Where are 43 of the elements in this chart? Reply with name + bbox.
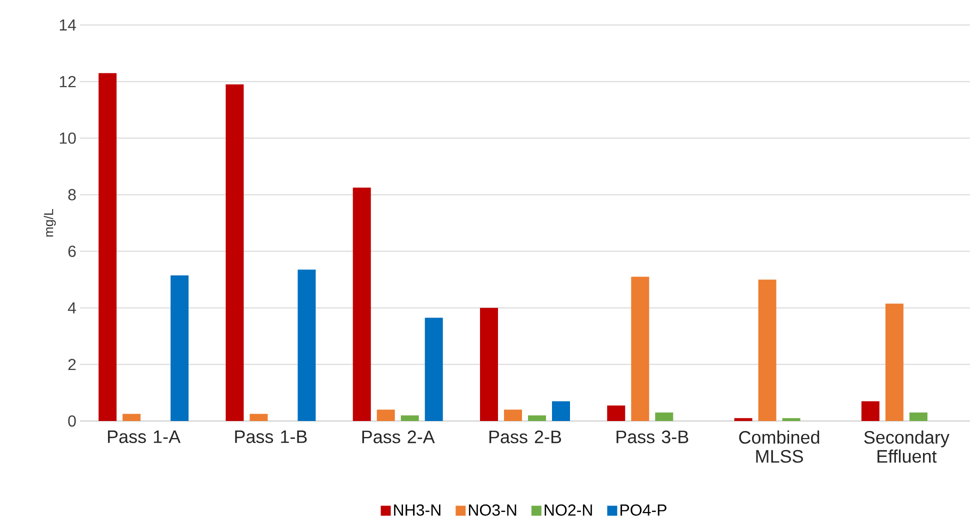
bar [122,414,141,421]
x-tick-label: Pass 2-B [489,430,562,444]
y-tick-label: 12 [60,76,76,88]
legend-label: NO3-N [468,504,516,516]
legend-label: NO2-N [544,504,592,516]
y-tick-label: 10 [60,132,76,144]
bar [885,304,904,421]
bar [528,415,546,421]
bar [400,415,419,421]
x-tick-label: Pass 2-A [362,430,435,444]
bar [552,401,570,421]
bar [480,308,498,421]
bar [861,401,880,421]
bar [352,188,371,421]
bar [782,418,800,421]
x-tick-label: Combined MLSS [739,430,820,463]
y-tick-label: 8 [68,189,76,200]
legend-label: PO4-P [620,504,666,516]
bar [909,412,928,421]
bar [298,270,316,421]
bar [250,414,268,421]
bar [170,275,189,421]
bar [631,276,650,421]
x-tick-label: Pass 3-B [616,430,688,444]
x-tick-label: Pass 1-A [108,430,181,444]
y-tick-label: 0 [68,415,76,427]
bar [98,73,117,421]
x-tick-label: Pass 1-B [235,430,307,444]
bar [424,318,443,421]
bar [734,418,752,421]
legend-label: NH3-N [394,504,440,516]
x-tick-label: Secondary Effluent [864,430,950,463]
y-tick-label: 14 [60,19,76,30]
y-tick-label: 6 [68,246,76,257]
bar [226,84,244,421]
y-tick-label: 4 [68,302,76,314]
y-tick-label: 2 [68,358,76,370]
bar [504,410,522,421]
bar [376,410,395,421]
bar [758,280,776,421]
bar [607,405,626,421]
bar [655,412,674,421]
y-axis-title: mg/L [44,208,56,237]
